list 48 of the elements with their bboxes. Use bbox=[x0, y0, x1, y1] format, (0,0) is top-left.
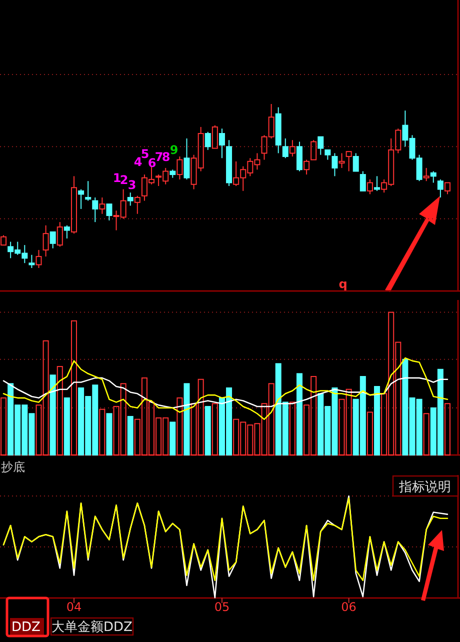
bar bbox=[374, 386, 380, 456]
bar bbox=[50, 374, 56, 456]
annotation: 5 bbox=[140, 147, 150, 161]
candlestick bbox=[226, 140, 232, 186]
text: 大单金额DDZ bbox=[52, 620, 133, 635]
candlestick bbox=[218, 128, 225, 159]
annotation: 8 bbox=[162, 150, 170, 164]
bar bbox=[99, 408, 106, 456]
bar bbox=[64, 397, 70, 456]
bar bbox=[127, 416, 134, 456]
bar bbox=[176, 397, 183, 456]
bar bbox=[204, 406, 211, 456]
candlestick bbox=[42, 224, 49, 258]
annotation: 2 bbox=[120, 173, 128, 187]
annotation: 3 bbox=[128, 178, 136, 192]
candlestick bbox=[92, 196, 98, 223]
bar bbox=[444, 403, 450, 456]
bar bbox=[70, 320, 77, 456]
bar bbox=[56, 366, 63, 456]
candlestick bbox=[338, 152, 345, 168]
text: 抄底 bbox=[1, 460, 25, 474]
annotation: 7 bbox=[154, 150, 164, 164]
bar bbox=[296, 373, 302, 456]
bar bbox=[366, 412, 373, 456]
bar bbox=[0, 397, 7, 456]
annotation: 6 bbox=[148, 156, 156, 170]
annotation: 4 bbox=[134, 155, 142, 169]
candlestick bbox=[176, 156, 183, 180]
text: q bbox=[338, 277, 348, 291]
bar bbox=[170, 422, 176, 456]
candlestick bbox=[289, 140, 296, 157]
annotation: 1 bbox=[112, 171, 122, 185]
bar bbox=[212, 403, 218, 456]
candlestick bbox=[332, 152, 338, 177]
annotation: 9 bbox=[170, 143, 178, 157]
bar bbox=[423, 413, 430, 456]
x-tick-label: 05 bbox=[214, 600, 230, 614]
text: DDZ bbox=[12, 620, 41, 635]
candlestick bbox=[99, 196, 106, 214]
x-tick-label: 04 bbox=[66, 600, 82, 614]
candlestick bbox=[36, 249, 42, 268]
bar bbox=[289, 402, 296, 456]
bar bbox=[106, 413, 112, 456]
candlestick bbox=[28, 254, 35, 268]
x-tick-label: 06 bbox=[341, 600, 356, 614]
text: 指标说明 bbox=[398, 480, 451, 495]
candlestick bbox=[275, 106, 282, 154]
bar bbox=[184, 383, 190, 456]
